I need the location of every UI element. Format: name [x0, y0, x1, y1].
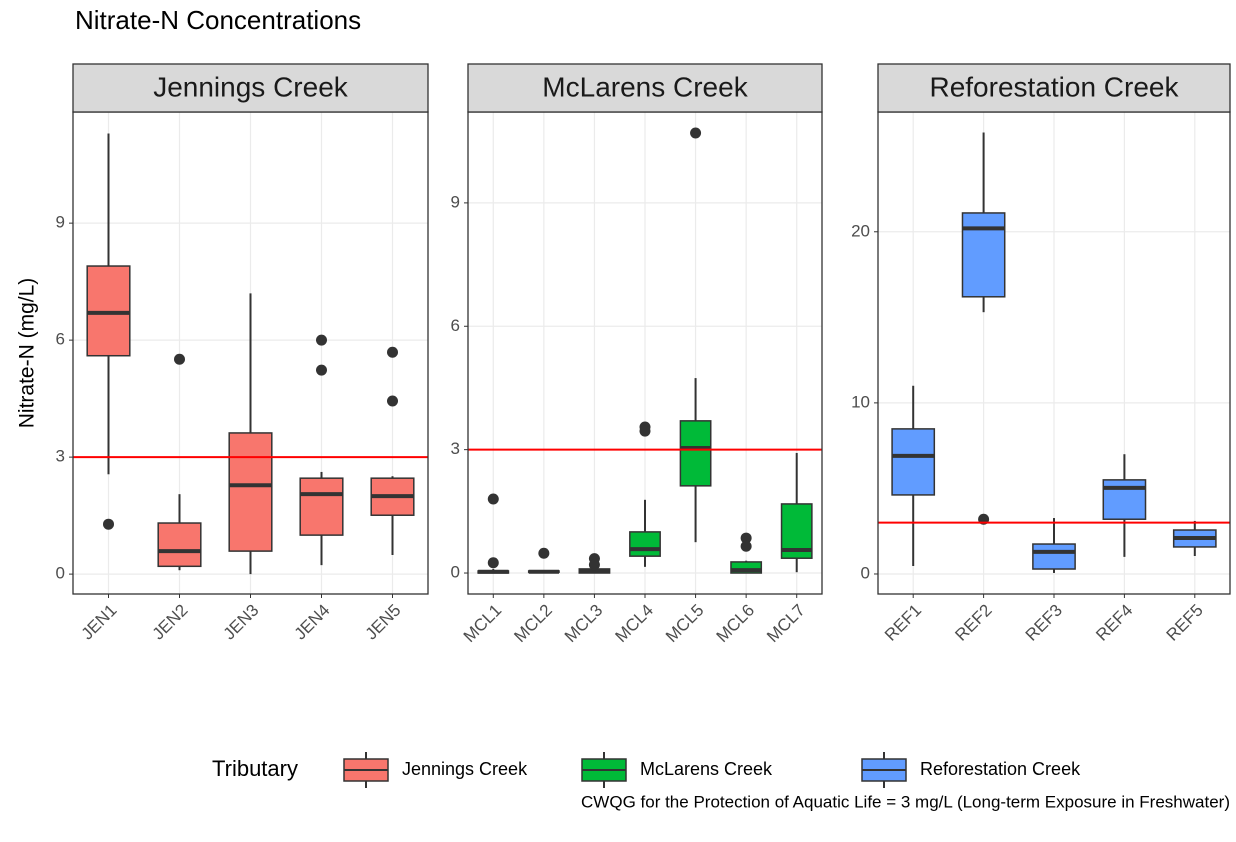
- x-tick-label: MCL2: [510, 601, 556, 647]
- x-tick-label: REF5: [1163, 601, 1207, 645]
- x-tick-label: JEN1: [78, 601, 121, 644]
- box: [1102, 479, 1147, 520]
- x-tick-label: MCL5: [662, 601, 708, 647]
- outlier: [487, 557, 499, 569]
- strip-title: Reforestation Creek: [929, 71, 1179, 102]
- box: [157, 522, 202, 568]
- x-tick-label: REF2: [951, 601, 995, 645]
- box: [891, 428, 936, 496]
- strip: [877, 63, 1231, 113]
- x-tick-label: MCL3: [561, 601, 607, 647]
- x-tick-label: REF3: [1022, 601, 1066, 645]
- box: [730, 561, 763, 574]
- outlier: [588, 559, 600, 571]
- x-tick-label: REF1: [881, 601, 925, 645]
- y-tick-label: 3: [451, 439, 460, 458]
- y-tick-label: 9: [56, 213, 65, 232]
- y-tick-label: 0: [56, 564, 65, 583]
- y-tick-label: 6: [56, 330, 65, 349]
- box: [679, 420, 712, 487]
- outlier: [538, 547, 550, 559]
- outlier: [387, 395, 398, 407]
- y-axis-label: Nitrate-N (mg/L): [16, 278, 39, 429]
- y-tick-label: 3: [56, 447, 65, 466]
- box: [299, 477, 344, 536]
- legend-label: Reforestation Creek: [920, 759, 1081, 779]
- x-tick-label: REF4: [1092, 601, 1136, 645]
- outlier: [639, 425, 651, 437]
- legend-title: Tributary: [212, 756, 298, 781]
- outlier: [487, 493, 499, 505]
- x-tick-label: JEN5: [362, 601, 405, 644]
- strip: [467, 63, 823, 113]
- y-tick-label: 20: [851, 221, 870, 240]
- y-tick-label: 9: [451, 192, 460, 211]
- x-tick-label: JEN4: [291, 601, 334, 644]
- outlier: [316, 334, 327, 346]
- x-tick-label: MCL6: [713, 601, 759, 647]
- chart-title: Nitrate-N Concentrations: [75, 5, 361, 35]
- y-tick-label: 6: [451, 316, 460, 335]
- strip-title: McLarens Creek: [542, 71, 748, 102]
- outlier: [103, 518, 114, 530]
- outlier: [316, 364, 327, 376]
- outlier: [174, 353, 185, 365]
- y-tick-label: 0: [451, 563, 460, 582]
- outlier: [740, 532, 752, 544]
- x-tick-label: MCL7: [763, 601, 809, 647]
- x-tick-label: MCL4: [611, 601, 657, 647]
- strip: [72, 63, 429, 113]
- box: [1032, 543, 1076, 570]
- box: [961, 212, 1006, 298]
- box: [228, 432, 273, 552]
- outlier: [387, 346, 398, 358]
- x-tick-label: JEN3: [220, 601, 263, 644]
- box: [629, 531, 661, 557]
- legend-label: McLarens Creek: [640, 759, 773, 779]
- y-tick-label: 0: [861, 563, 870, 582]
- x-tick-label: JEN2: [149, 601, 192, 644]
- legend-label: Jennings Creek: [402, 759, 528, 779]
- y-tick-label: 10: [851, 392, 870, 411]
- caption: CWQG for the Protection of Aquatic Life …: [581, 792, 1230, 811]
- x-tick-label: MCL1: [460, 601, 506, 647]
- strip-title: Jennings Creek: [153, 71, 349, 102]
- outlier: [740, 540, 752, 552]
- outlier: [690, 127, 702, 139]
